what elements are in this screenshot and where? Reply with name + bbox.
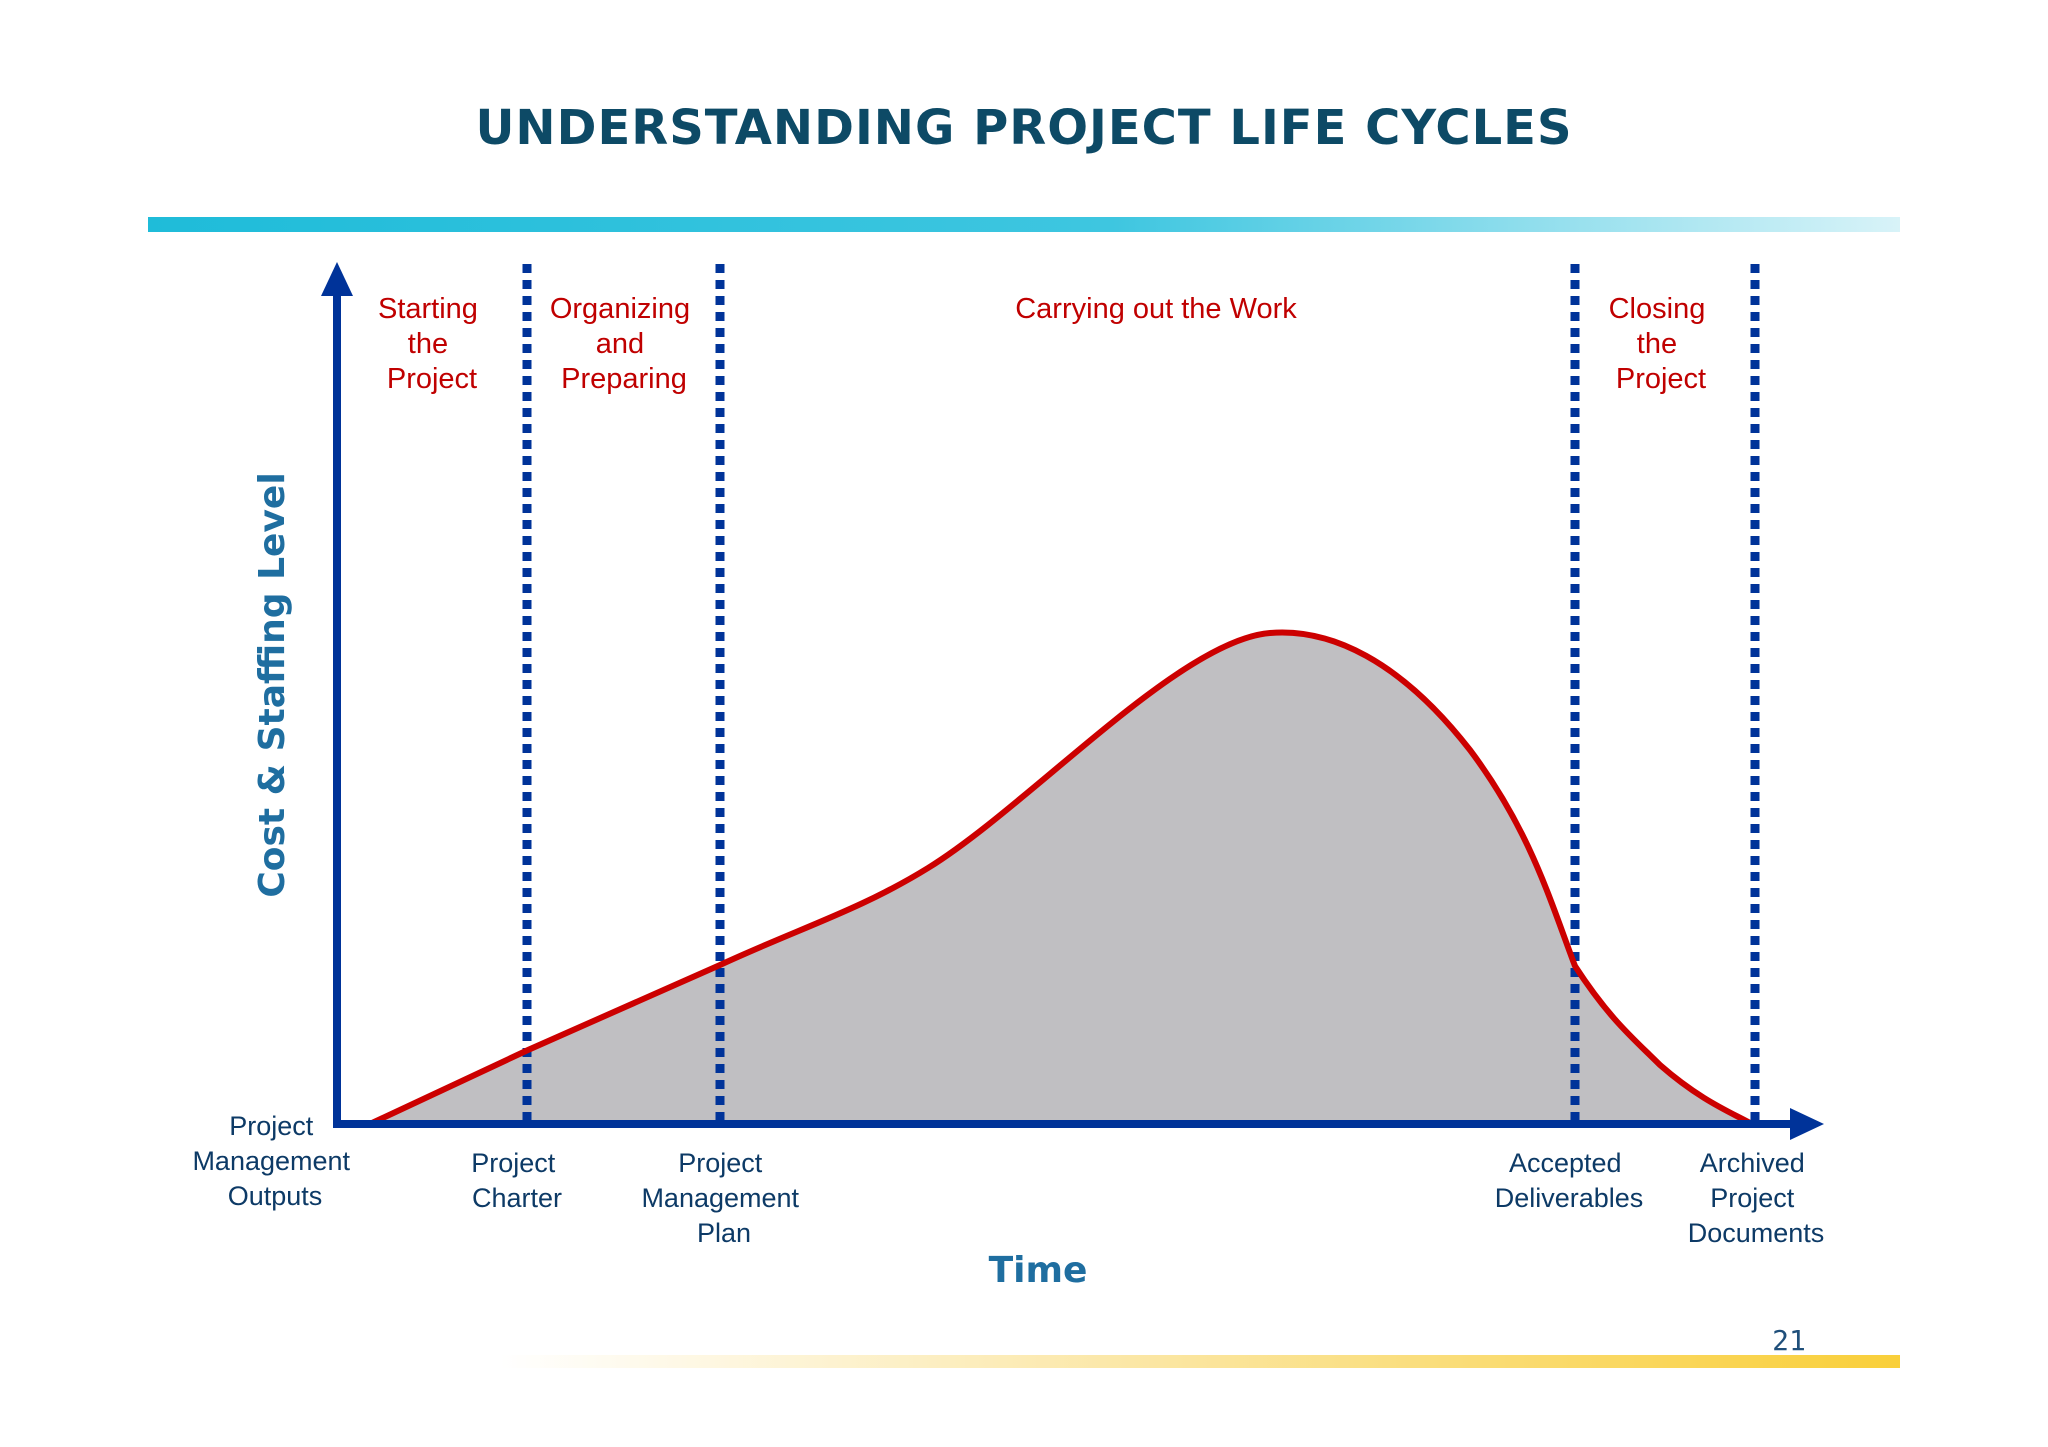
x-axis-label: Time bbox=[989, 1250, 1088, 1291]
milestone-label-project-charter: Project Charter bbox=[471, 1148, 563, 1213]
x-axis-arrowhead bbox=[1790, 1108, 1824, 1140]
y-axis-label: Cost & Staffing Level bbox=[252, 472, 293, 897]
phase-label-carrying-out: Carrying out the Work bbox=[1015, 293, 1297, 325]
cost-staffing-curve bbox=[369, 629, 1753, 1126]
milestone-label-pm-plan: Project Management Plan bbox=[641, 1148, 806, 1248]
phase-label-organizing: Organizing and Preparing bbox=[550, 293, 698, 395]
milestone-label-archived-documents: Archived Project Documents bbox=[1688, 1148, 1825, 1248]
slide-title: UNDERSTANDING PROJECT LIFE CYCLES bbox=[475, 100, 1573, 156]
page-number: 21 bbox=[1772, 1324, 1806, 1357]
bottom-accent-bar bbox=[500, 1355, 1900, 1368]
phase-label-closing: Closing the Project bbox=[1609, 293, 1714, 395]
milestone-label-accepted-deliverables: Accepted Deliverables bbox=[1495, 1148, 1644, 1213]
milestone-label-pm-outputs: Project Management Outputs bbox=[192, 1111, 357, 1211]
top-accent-bar bbox=[148, 217, 1900, 232]
y-axis-arrowhead bbox=[321, 262, 353, 296]
phase-label-starting: Starting the Project bbox=[378, 293, 486, 395]
